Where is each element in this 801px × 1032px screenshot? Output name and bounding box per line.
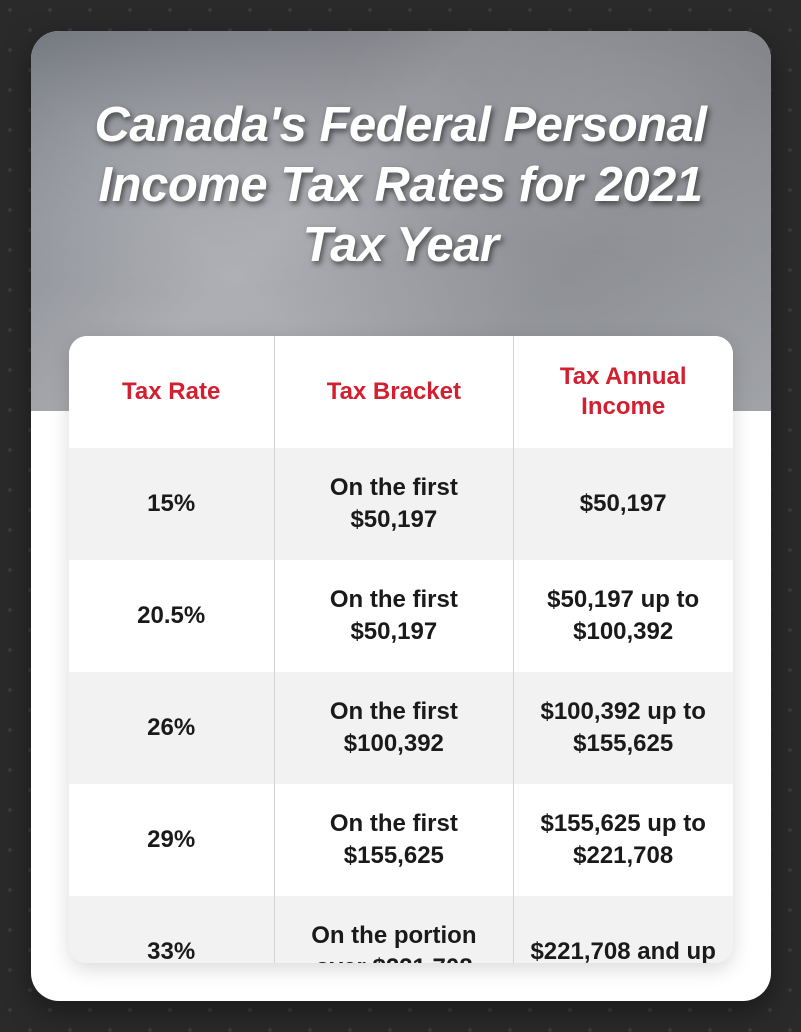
table-row: 26% On the first $100,392 $100,392 up to… — [69, 672, 733, 784]
cell-income: $221,708 and up — [513, 896, 732, 963]
cell-bracket: On the first $155,625 — [274, 784, 513, 896]
tax-table: Tax Rate Tax Bracket Tax Annual Income 1… — [69, 336, 733, 963]
cell-bracket: On the first $100,392 — [274, 672, 513, 784]
infographic-card: Canada's Federal Personal Income Tax Rat… — [31, 31, 771, 1001]
cell-income: $50,197 — [513, 448, 732, 560]
cell-income: $100,392 up to $155,625 — [513, 672, 732, 784]
col-header-rate: Tax Rate — [69, 336, 275, 448]
table-row: 33% On the portion over $221,708 $221,70… — [69, 896, 733, 963]
page-title: Canada's Federal Personal Income Tax Rat… — [71, 96, 731, 275]
cell-bracket: On the first $50,197 — [274, 448, 513, 560]
cell-rate: 20.5% — [69, 560, 275, 672]
col-header-income: Tax Annual Income — [513, 336, 732, 448]
cell-income: $50,197 up to $100,392 — [513, 560, 732, 672]
table-row: 15% On the first $50,197 $50,197 — [69, 448, 733, 560]
tax-table-container: Tax Rate Tax Bracket Tax Annual Income 1… — [69, 336, 733, 963]
cell-rate: 29% — [69, 784, 275, 896]
table-header-row: Tax Rate Tax Bracket Tax Annual Income — [69, 336, 733, 448]
cell-rate: 15% — [69, 448, 275, 560]
cell-bracket: On the first $50,197 — [274, 560, 513, 672]
cell-bracket: On the portion over $221,708 — [274, 896, 513, 963]
cell-income: $155,625 up to $221,708 — [513, 784, 732, 896]
cell-rate: 26% — [69, 672, 275, 784]
cell-rate: 33% — [69, 896, 275, 963]
table-row: 29% On the first $155,625 $155,625 up to… — [69, 784, 733, 896]
table-row: 20.5% On the first $50,197 $50,197 up to… — [69, 560, 733, 672]
col-header-bracket: Tax Bracket — [274, 336, 513, 448]
